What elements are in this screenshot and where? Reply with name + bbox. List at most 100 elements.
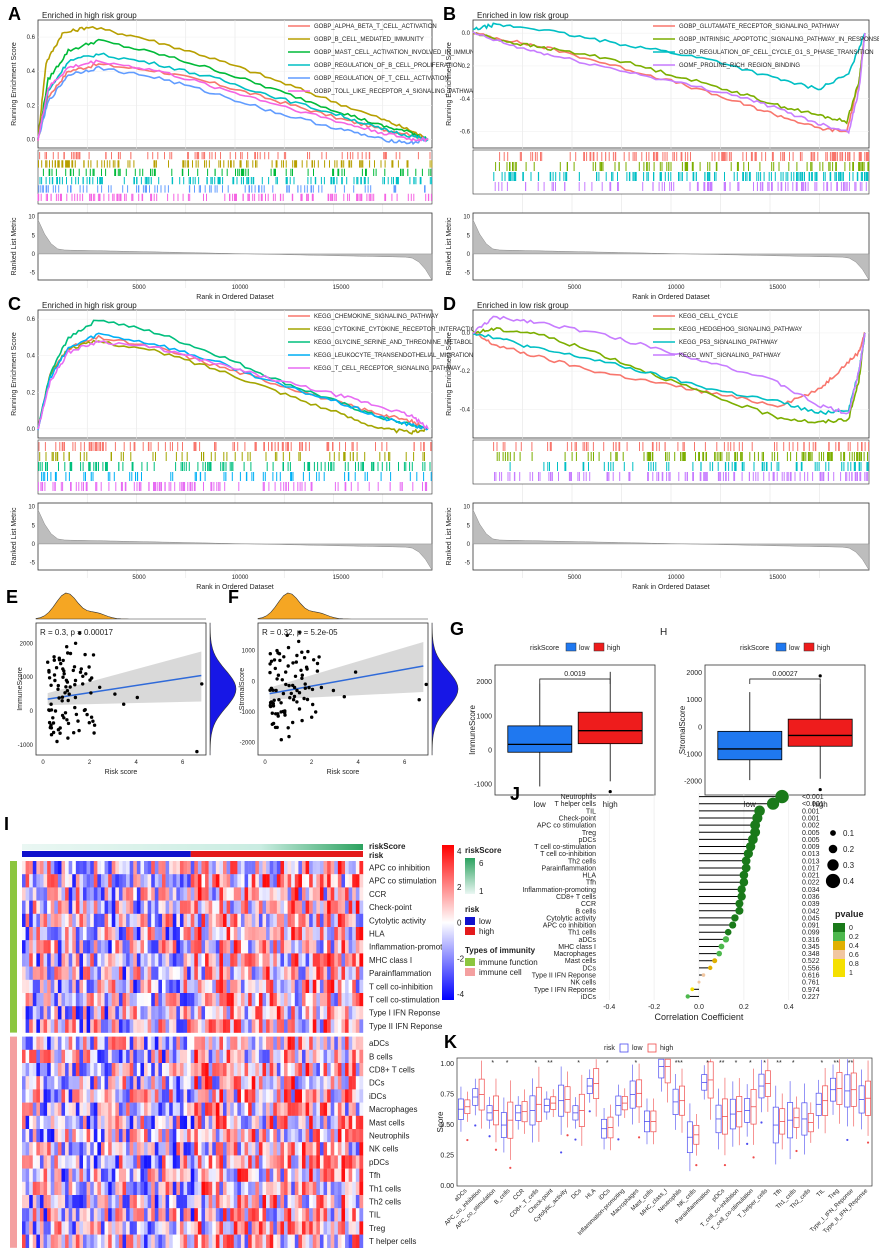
heatmap-cell: [273, 940, 278, 954]
row-label: Th1 cells: [369, 1184, 401, 1193]
heatmap-cell: [133, 1115, 138, 1130]
scatter-point: [300, 673, 304, 677]
heatmap-cell: [284, 1076, 288, 1090]
heatmap-cell: [65, 1195, 69, 1209]
heatmap-cell: [61, 1168, 66, 1182]
heatmap-cell: [151, 1181, 156, 1196]
heatmap-cell: [205, 953, 209, 967]
heatmap-cell: [169, 887, 173, 901]
heatmap-cell: [280, 1089, 285, 1103]
heatmap-cell: [57, 1181, 62, 1196]
heatmap-cell: [240, 927, 245, 941]
heatmap-cell: [47, 1208, 51, 1222]
heatmap-cell: [72, 1195, 77, 1209]
heatmap-cell: [57, 1155, 62, 1169]
heatmap-cell: [190, 1142, 195, 1156]
heatmap-cell: [327, 940, 331, 954]
heatmap-cell: [136, 953, 141, 967]
heatmap-cell: [205, 1019, 209, 1033]
heatmap-cell: [39, 1089, 44, 1103]
row-label: HLA: [369, 930, 385, 939]
heatmap-cell: [136, 1006, 141, 1020]
heatmap-cell: [273, 887, 278, 901]
heatmap-cell: [161, 913, 166, 928]
heatmap-cell: [334, 1181, 339, 1196]
heatmap-cell: [65, 966, 69, 980]
heatmap-cell: [291, 1195, 295, 1209]
heatmap-cell: [287, 940, 292, 954]
heatmap-cell: [230, 861, 234, 875]
heatmap-cell: [248, 1155, 252, 1169]
heatmap-cell: [334, 913, 339, 928]
heatmap-cell: [133, 1234, 138, 1248]
heatmap-cell: [169, 1234, 173, 1248]
heatmap-cell: [126, 1195, 130, 1209]
ytick-label: 10: [28, 505, 35, 511]
heatmap-cell: [294, 1155, 299, 1169]
heatmap-cell: [355, 1076, 360, 1090]
heatmap-cell: [287, 1006, 292, 1020]
heatmap-cell: [219, 1102, 224, 1116]
heatmap-cell: [230, 887, 234, 901]
heatmap-cell: [54, 1234, 59, 1248]
k-outlier: [637, 1136, 641, 1139]
heatmap-cell: [68, 1195, 73, 1209]
heatmap-cell: [104, 1115, 109, 1130]
heatmap-cell: [190, 1234, 195, 1248]
heatmap-cell: [100, 1006, 105, 1020]
heatmap-cell: [83, 1181, 87, 1196]
heatmap-cell: [86, 913, 91, 928]
heatmap-cell: [161, 1168, 166, 1182]
heatmap-cell: [126, 913, 130, 928]
heatmap-cell: [93, 1049, 98, 1064]
heatmap-cell: [154, 1142, 159, 1156]
scatter-point: [275, 725, 279, 730]
significance-star: *: [792, 1060, 795, 1067]
heatmap-cell: [183, 966, 188, 980]
heatmap-cell: [22, 940, 26, 954]
heatmap-cell: [118, 1102, 123, 1116]
heatmap-cell: [29, 1076, 33, 1090]
heatmap-cell: [334, 1234, 339, 1248]
heatmap-cell: [301, 927, 306, 941]
size-legend-label: 0.3: [843, 861, 855, 870]
k-outlier: [560, 1151, 563, 1154]
heatmap-cell: [244, 1234, 249, 1248]
heatmap-cell: [122, 1063, 127, 1077]
heatmap-cell: [269, 1019, 274, 1033]
heatmap-cell: [226, 1036, 231, 1050]
heatmap-cell: [61, 1063, 66, 1077]
heatmap-cell: [122, 887, 127, 901]
heatmap-cell: [190, 940, 195, 954]
heatmap-cell: [136, 966, 141, 980]
heatmap-cell: [240, 887, 245, 901]
y-axis-label: Running Enrichment Score: [11, 42, 18, 126]
heatmap-cell: [161, 1089, 166, 1103]
heatmap-cell: [323, 1168, 328, 1182]
heatmap-cell: [287, 993, 292, 1007]
heatmap-cell: [147, 1195, 152, 1209]
heatmap-cell: [284, 1221, 288, 1235]
heatmap-cell: [129, 1155, 134, 1169]
heatmap-cell: [29, 993, 33, 1007]
heatmap-cell: [147, 1063, 152, 1077]
lollipop-dot: [766, 797, 780, 810]
heatmap-cell: [176, 1208, 181, 1222]
heatmap-cell: [104, 1102, 109, 1116]
ytick-label: -0.4: [460, 407, 471, 413]
k-outlier: [795, 1149, 798, 1153]
heatmap-cell: [309, 1049, 313, 1064]
heatmap-cell: [208, 1076, 213, 1090]
heatmap-cell: [248, 1115, 252, 1130]
heatmap-cell: [47, 993, 51, 1007]
heatmap-cell: [32, 1115, 37, 1130]
heatmap-cell: [276, 1006, 281, 1020]
ytick-label: 0.4: [27, 69, 36, 75]
heatmap-cell: [287, 1036, 292, 1050]
heatmap-cell: [355, 1019, 360, 1033]
heatmap-cell: [90, 966, 94, 980]
k-box: [658, 1058, 665, 1079]
heatmap-cell: [276, 1195, 281, 1209]
heatmap-cell: [54, 1142, 59, 1156]
ytick-label: 0.4: [27, 354, 36, 360]
